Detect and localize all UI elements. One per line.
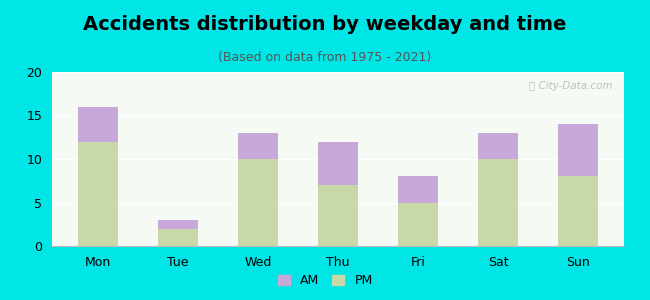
Bar <box>238 159 278 246</box>
Bar <box>318 142 358 185</box>
Bar <box>78 142 118 246</box>
Bar <box>558 176 598 246</box>
Bar <box>238 133 278 159</box>
Legend: AM, PM: AM, PM <box>274 270 376 291</box>
Bar <box>398 176 438 202</box>
Text: ⓘ City-Data.com: ⓘ City-Data.com <box>529 81 612 91</box>
Bar <box>398 202 438 246</box>
Bar <box>78 107 118 142</box>
Bar <box>318 185 358 246</box>
Text: Accidents distribution by weekday and time: Accidents distribution by weekday and ti… <box>83 15 567 34</box>
Bar <box>478 159 518 246</box>
Bar <box>558 124 598 176</box>
Bar <box>158 220 198 229</box>
Text: (Based on data from 1975 - 2021): (Based on data from 1975 - 2021) <box>218 51 432 64</box>
Bar <box>158 229 198 246</box>
Bar <box>478 133 518 159</box>
